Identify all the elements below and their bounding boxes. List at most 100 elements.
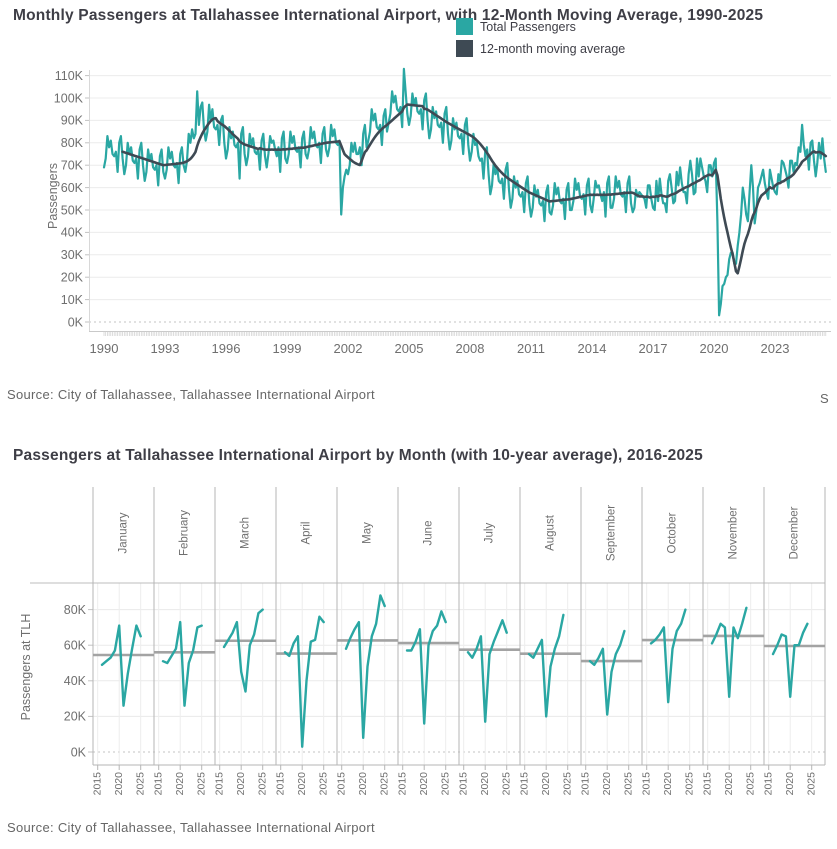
legend-item-moving-average: 12-month moving average [456, 40, 625, 57]
bottom-x-tick-label: 2025 [257, 772, 269, 796]
legend-swatch-total-passengers-icon [456, 18, 473, 35]
bottom-x-tick-label: 2025 [379, 772, 391, 796]
bottom-x-tick-label: 2015 [519, 772, 531, 796]
bottom-x-tick-label: 2020 [235, 772, 247, 796]
bottom-x-tick-label: 2015 [397, 772, 409, 796]
clipped-edge-text: S [820, 391, 829, 406]
month-header-november: November [728, 506, 740, 559]
bottom-x-tick-label: 2015 [336, 772, 348, 796]
bottom-x-tick-label: 2025 [623, 772, 635, 796]
top-y-tick-label: 10K [61, 293, 84, 307]
legend-swatch-moving-average-icon [456, 40, 473, 57]
top-y-tick-label: 0K [68, 315, 84, 329]
bottom-y-axis-label: Passengers at TLH [19, 614, 33, 721]
bottom-x-tick-label: 2015 [641, 772, 653, 796]
series-august [527, 613, 565, 718]
bottom-x-tick-label: 2020 [662, 772, 674, 796]
top-x-tick-label: 2014 [578, 341, 607, 356]
month-header-august: August [545, 514, 557, 551]
month-header-april: April [301, 521, 313, 544]
series-march [222, 608, 264, 693]
bottom-y-tick-label: 0K [71, 745, 87, 759]
bottom-x-tick-label: 2015 [214, 772, 226, 796]
bottom-x-tick-label: 2020 [296, 772, 308, 796]
month-header-october: October [667, 512, 679, 553]
month-header-january: January [118, 512, 130, 553]
top-x-tick-label: 2005 [395, 341, 424, 356]
bottom-x-tick-label: 2015 [702, 772, 714, 796]
top-minor-ticks [103, 331, 827, 336]
top-x-tick-label: 1999 [273, 341, 302, 356]
legend-item-total-passengers: Total Passengers [456, 18, 625, 35]
top-x-tick-label: 2008 [456, 341, 485, 356]
bottom-x-tick-label: 2025 [562, 772, 574, 796]
bottom-x-tick-label: 2020 [174, 772, 186, 796]
top-y-tick-label: 80K [61, 136, 84, 150]
series-july [466, 619, 508, 723]
bottom-x-tick-label: 2025 [318, 772, 330, 796]
bottom-x-tick-label: 2015 [92, 772, 104, 796]
bottom-x-tick-label: 2025 [684, 772, 696, 796]
series-april [283, 615, 325, 748]
top-y-tick-label: 90K [61, 114, 84, 128]
bottom-x-tick-label: 2025 [196, 772, 208, 796]
top-y-tick-label: 100K [54, 91, 84, 105]
series-june [405, 610, 447, 725]
bottom-chart-source: Source: City of Tallahassee, Tallahassee… [7, 820, 375, 835]
month-header-march: March [240, 517, 252, 549]
bottom-x-tick-label: 2025 [501, 772, 513, 796]
month-header-december: December [789, 506, 801, 559]
top-y-tick-label: 30K [61, 248, 84, 262]
top-y-axis-label: Passengers [46, 163, 60, 229]
top-x-tick-label: 2023 [761, 341, 790, 356]
bottom-x-tick-label: 2015 [763, 772, 775, 796]
top-x-tick-label: 2002 [334, 341, 363, 356]
series-total-passengers [102, 67, 827, 317]
top-chart-title: Monthly Passengers at Tallahassee Intern… [13, 7, 764, 24]
legend-label-total-passengers: Total Passengers [480, 19, 576, 34]
month-header-may: May [362, 522, 374, 544]
bottom-x-tick-label: 2020 [113, 772, 125, 796]
top-x-tick-label: 2017 [639, 341, 668, 356]
series-september [588, 629, 626, 716]
bottom-x-tick-label: 2025 [745, 772, 757, 796]
series-moving-average [121, 103, 828, 275]
bottom-x-tick-label: 2020 [479, 772, 491, 796]
bottom-y-tick-label: 80K [64, 603, 87, 617]
series-january [100, 624, 142, 707]
bottom-x-tick-label: 2020 [418, 772, 430, 796]
top-x-tick-label: 2011 [517, 341, 545, 356]
bottom-x-tick-label: 2025 [135, 772, 147, 796]
bottom-x-tick-label: 2015 [275, 772, 287, 796]
month-header-july: July [484, 523, 496, 544]
series-november [710, 606, 748, 698]
bottom-x-tick-label: 2025 [440, 772, 452, 796]
bottom-x-tick-label: 2020 [784, 772, 796, 796]
top-x-tick-label: 1996 [212, 341, 241, 356]
month-header-february: February [179, 510, 191, 556]
series-december [771, 622, 809, 698]
top-y-tick-label: 110K [55, 69, 84, 83]
series-may [344, 594, 386, 739]
legend: Total Passengers 12-month moving average [456, 18, 625, 62]
bottom-x-tick-label: 2015 [580, 772, 592, 796]
bottom-x-tick-label: 2015 [153, 772, 165, 796]
bottom-x-tick-label: 2020 [357, 772, 369, 796]
top-y-tick-label: 40K [61, 226, 84, 240]
bottom-x-tick-label: 2020 [601, 772, 613, 796]
bottom-y-tick-label: 20K [64, 710, 87, 724]
bottom-y-tick-label: 60K [64, 639, 87, 653]
top-x-tick-label: 1990 [90, 341, 119, 356]
top-y-tick-label: 70K [61, 159, 84, 173]
top-x-tick-label: 1993 [151, 341, 180, 356]
bottom-x-tick-label: 2015 [458, 772, 470, 796]
top-y-tick-label: 20K [61, 271, 84, 285]
top-x-tick-label: 2020 [700, 341, 729, 356]
bottom-x-tick-label: 2020 [723, 772, 735, 796]
bottom-x-tick-label: 2025 [806, 772, 818, 796]
bottom-x-tick-label: 2020 [540, 772, 552, 796]
series-february [161, 620, 203, 707]
legend-label-moving-average: 12-month moving average [480, 41, 626, 56]
